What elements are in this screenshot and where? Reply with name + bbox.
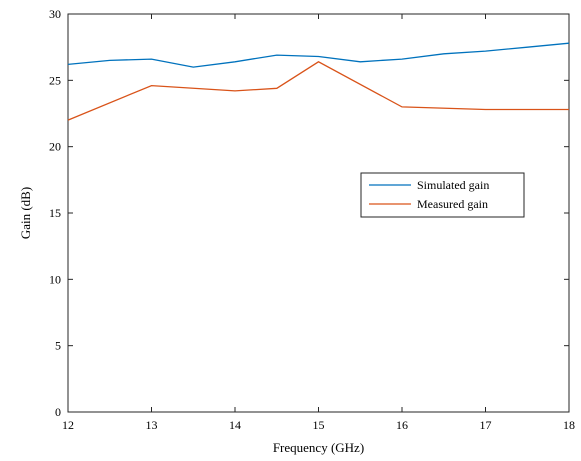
y-tick-label: 5	[55, 339, 61, 353]
legend-label: Measured gain	[417, 197, 488, 211]
y-tick-label: 15	[49, 206, 61, 220]
legend-box	[360, 172, 525, 218]
axis-ticks: 12 13 14 15 16 17 18 0 5 10 15 20 25 30	[49, 7, 575, 432]
x-tick-label: 13	[146, 418, 158, 432]
x-tick-label: 18	[563, 418, 575, 432]
x-tick-label: 14	[229, 418, 241, 432]
y-tick-label: 20	[49, 140, 61, 154]
y-tick-label: 30	[49, 7, 61, 21]
legend-label: Simulated gain	[417, 178, 489, 192]
x-tick-label: 17	[480, 418, 492, 432]
y-tick-label: 25	[49, 73, 61, 87]
series-line-measured-gain	[67, 61, 569, 121]
y-tick-label: 0	[55, 405, 61, 419]
y-tick-label: 10	[49, 272, 61, 286]
x-tick-label: 15	[313, 418, 325, 432]
y-axis-title: Gain (dB)	[18, 187, 33, 239]
data-series	[67, 42, 570, 121]
series-line-simulated-gain	[67, 42, 570, 68]
legend: Simulated gain Measured gain	[360, 172, 525, 218]
x-axis-title: Frequency (GHz)	[273, 440, 364, 455]
x-tick-label: 16	[396, 418, 408, 432]
x-tick-label: 12	[62, 418, 74, 432]
